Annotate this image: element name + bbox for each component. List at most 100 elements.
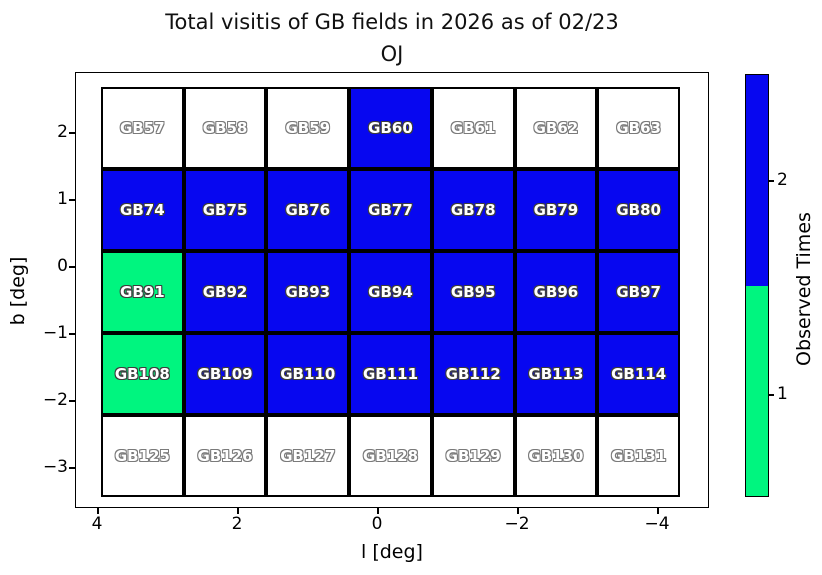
field-label: GB131 [611, 447, 667, 465]
field-label: GB61 [450, 119, 496, 137]
x-tick-label: −2 [504, 514, 530, 534]
field-label: GB95 [450, 283, 496, 301]
field-label: GB60 [368, 119, 413, 137]
grid-cell-gb78: GB78 [431, 169, 515, 251]
field-label: GB93 [285, 283, 331, 301]
field-label: GB126 [197, 447, 253, 465]
field-label: GB96 [533, 283, 579, 301]
grid-cell-gb61: GB61 [431, 87, 515, 169]
grid-cell-gb59: GB59 [266, 87, 350, 169]
grid-cell-gb97: GB97 [597, 251, 680, 333]
x-tick-mark [657, 508, 659, 514]
colorbar-tick-label: 1 [777, 384, 788, 404]
field-label: GB113 [528, 365, 584, 383]
y-tick-label: 0 [57, 256, 68, 276]
y-tick-mark [69, 266, 75, 268]
y-tick-mark [69, 400, 75, 402]
grid-cell-gb114: GB114 [597, 333, 680, 415]
field-label: GB57 [120, 119, 165, 137]
field-label: GB111 [362, 365, 419, 383]
field-label: GB112 [445, 365, 501, 383]
field-label: GB110 [280, 365, 336, 383]
field-label: GB62 [533, 119, 579, 137]
y-tick-label: −2 [42, 390, 68, 410]
grid-cell-gb126: GB126 [183, 415, 267, 497]
grid-cell-gb110: GB110 [266, 333, 350, 415]
field-label: GB74 [120, 201, 165, 219]
x-tick-mark [517, 508, 519, 514]
field-label: GB108 [114, 365, 170, 383]
chart-title: Total visitis of GB fields in 2026 as of… [75, 6, 709, 70]
grid-cell-gb58: GB58 [183, 87, 267, 169]
field-label: GB127 [280, 447, 336, 465]
field-label: GB58 [202, 119, 248, 137]
y-tick-label: 1 [57, 189, 68, 209]
colorbar [745, 74, 769, 497]
y-tick-mark [69, 199, 75, 201]
grid-cell-gb129: GB129 [431, 415, 515, 497]
grid-cell-gb77: GB77 [349, 169, 432, 251]
x-axis-label: l [deg] [361, 541, 423, 563]
grid-cell-gb62: GB62 [514, 87, 598, 169]
field-label: GB129 [445, 447, 501, 465]
grid-cell-gb127: GB127 [266, 415, 350, 497]
colorbar-segment-1 [746, 285, 768, 496]
grid-cell-gb96: GB96 [514, 251, 598, 333]
grid-cell-gb80: GB80 [597, 169, 680, 251]
y-tick-mark [69, 467, 75, 469]
x-tick-label: 0 [371, 514, 383, 534]
chart-title-line1: Total visitis of GB fields in 2026 as of… [165, 10, 619, 34]
colorbar-segment-2 [746, 75, 768, 286]
field-label: GB92 [202, 283, 248, 301]
colorbar-tick-mark [769, 180, 774, 182]
y-tick-label: −1 [42, 323, 68, 343]
field-label: GB94 [368, 283, 413, 301]
x-tick-mark [97, 508, 99, 514]
grid-cell-gb60: GB60 [349, 87, 432, 169]
field-label: GB75 [202, 201, 248, 219]
field-label: GB59 [285, 119, 331, 137]
field-label: GB63 [616, 119, 661, 137]
field-label: GB78 [450, 201, 496, 219]
y-axis-label: b [deg] [7, 256, 29, 326]
colorbar-tick-label: 2 [777, 170, 788, 190]
grid-cell-gb113: GB113 [514, 333, 598, 415]
colorbar-tick-mark [769, 394, 774, 396]
field-label: GB109 [197, 365, 253, 383]
x-tick-label: −4 [644, 514, 670, 534]
field-label: GB79 [533, 201, 579, 219]
y-tick-mark [69, 333, 75, 335]
chart-title-line2: OJ [380, 42, 404, 66]
grid-cell-gb91: GB91 [101, 251, 184, 333]
field-label: GB125 [114, 447, 170, 465]
grid-cell-gb108: GB108 [101, 333, 184, 415]
y-tick-label: 2 [57, 122, 68, 142]
grid-cell-gb95: GB95 [431, 251, 515, 333]
grid-cell-gb75: GB75 [183, 169, 267, 251]
grid-cell-gb130: GB130 [514, 415, 598, 497]
x-tick-label: 2 [231, 514, 243, 534]
grid-cell-gb131: GB131 [597, 415, 680, 497]
grid-cell-gb76: GB76 [266, 169, 350, 251]
field-label: GB91 [120, 283, 165, 301]
field-label: GB130 [528, 447, 584, 465]
field-label: GB128 [362, 447, 419, 465]
field-label: GB77 [368, 201, 413, 219]
field-label: GB97 [616, 283, 661, 301]
y-tick-mark [69, 132, 75, 134]
grid-cell-gb112: GB112 [431, 333, 515, 415]
x-tick-mark [377, 508, 379, 514]
grid-cell-gb125: GB125 [101, 415, 184, 497]
x-tick-label: 4 [91, 514, 103, 534]
field-label: GB80 [616, 201, 661, 219]
field-grid: GB57 GB58 GB59 GB60 GB61 GB62 GB63 GB74 GB75 GB76… [101, 87, 680, 497]
grid-cell-gb94: GB94 [349, 251, 432, 333]
colorbar-label: Observed Times [793, 212, 815, 366]
grid-cell-gb109: GB109 [183, 333, 267, 415]
grid-cell-gb63: GB63 [597, 87, 680, 169]
y-tick-label: −3 [42, 457, 68, 477]
grid-cell-gb57: GB57 [101, 87, 184, 169]
grid-cell-gb92: GB92 [183, 251, 267, 333]
grid-cell-gb93: GB93 [266, 251, 350, 333]
